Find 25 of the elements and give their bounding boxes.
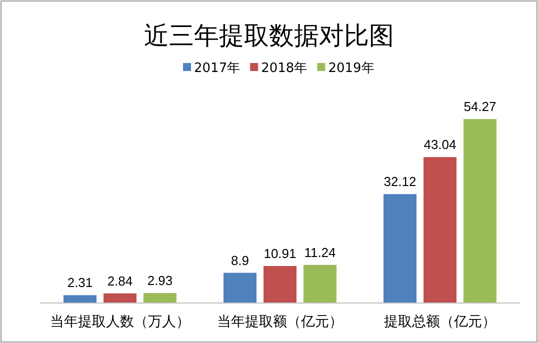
data-label: 54.27 [464,99,496,114]
bar [144,293,176,303]
bar [464,119,496,303]
data-label: 8.9 [230,252,250,268]
data-label: 32.12 [384,174,416,190]
x-tick-label: 当年提取人数（万人） [50,314,190,330]
data-label: 2.31 [67,275,93,290]
x-tick-label: 提取总额（亿元） [384,314,496,330]
data-label: 2.93 [147,273,173,288]
bar [424,157,456,303]
legend-label: 2019年 [328,61,374,76]
data-label: 43.04 [424,137,456,152]
legend-label: 2017年 [194,61,240,76]
data-label: 10.91 [264,246,296,262]
chart-title: 近三年提取数据对比图 [144,23,394,50]
data-label: 2.84 [107,273,133,288]
bar [64,295,96,303]
bar [264,266,296,303]
bar [304,264,336,303]
data-label: 11.24 [304,244,336,260]
bar [104,293,136,303]
legend-label: 2018年 [261,61,308,76]
bar [384,194,416,303]
x-tick-label: 当年提取额（亿元） [217,314,343,330]
bar [224,272,256,303]
